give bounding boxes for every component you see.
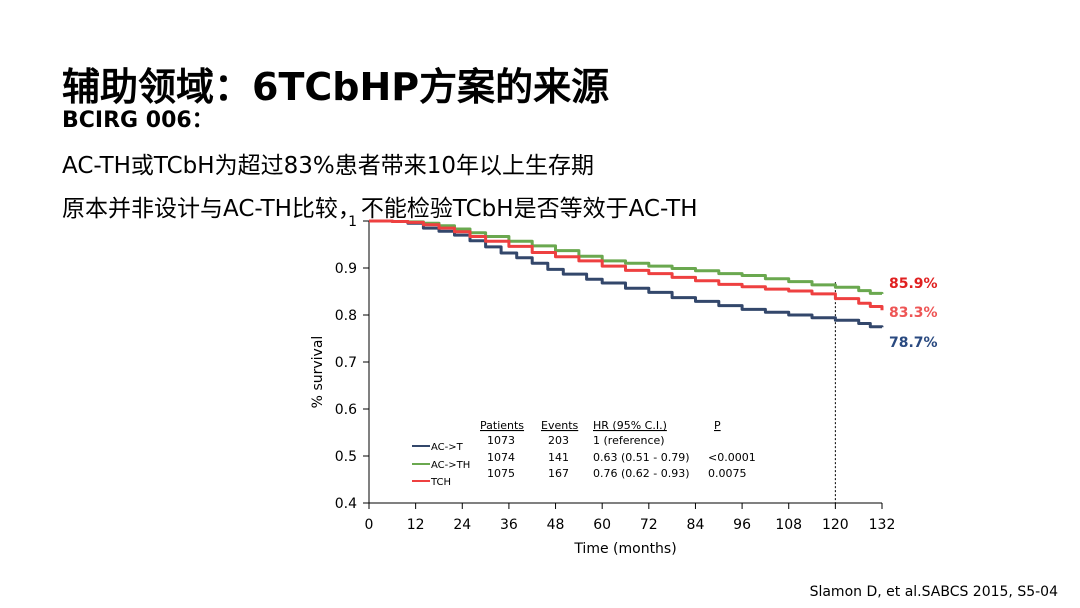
table-cell: 1075	[487, 467, 515, 480]
y-tick-label: 0.5	[335, 449, 357, 465]
series-line-tch	[369, 219, 884, 311]
legend-label: AC->TH	[431, 460, 470, 471]
legend-label: AC->T	[431, 442, 464, 453]
x-tick-label: 96	[733, 517, 751, 533]
table-cell: 1 (reference)	[593, 434, 665, 447]
table-header: HR (95% C.I.)	[593, 419, 667, 432]
table-cell: 1074	[487, 451, 515, 464]
table-header: Events	[541, 419, 579, 432]
end-label-act: 78.7%	[889, 335, 938, 351]
x-tick-label: 108	[775, 517, 802, 533]
end-label-acth: 85.9%	[889, 276, 938, 292]
bullet-2: 原本并非设计与AC-TH比较，不能检验TCbH是否等效于AC-TH	[62, 196, 698, 222]
y-tick-label: 0.8	[335, 308, 357, 324]
x-tick-label: 132	[869, 517, 896, 533]
table-cell: 167	[548, 467, 569, 480]
bullet-1: AC-TH或TCbH为超过83%患者带来10年以上生存期	[62, 153, 594, 179]
x-tick-label: 84	[687, 517, 705, 533]
citation: Slamon D, et al.SABCS 2015, S5-04	[809, 584, 1058, 600]
x-tick-label: 120	[822, 517, 849, 533]
series-line-acth	[369, 219, 884, 295]
table-header: P	[714, 419, 721, 432]
y-axis-label: % survival	[310, 336, 326, 409]
table-cell: 141	[548, 451, 569, 464]
x-tick-label: 36	[500, 517, 518, 533]
table-cell: 0.63 (0.51 - 0.79)	[593, 451, 690, 464]
x-tick-label: 24	[453, 517, 471, 533]
table-cell: 0.0075	[708, 467, 747, 480]
slide-title: 辅助领域：6TCbHP方案的来源	[62, 65, 610, 109]
slide-subtitle: BCIRG 006：	[62, 108, 214, 133]
table-cell: <0.0001	[708, 451, 756, 464]
y-tick-label: 0.7	[335, 355, 357, 371]
table-cell: 0.76 (0.62 - 0.93)	[593, 467, 690, 480]
end-label-tch: 83.3%	[889, 305, 938, 321]
y-tick-label: 0.4	[335, 496, 357, 512]
x-tick-label: 12	[407, 517, 425, 533]
x-tick-label: 48	[547, 517, 565, 533]
x-axis-label: Time (months)	[573, 541, 676, 557]
table-header: Patients	[480, 419, 524, 432]
x-tick-label: 0	[365, 517, 374, 533]
legend-label: TCH	[430, 477, 451, 488]
x-tick-label: 60	[593, 517, 611, 533]
table-cell: 1073	[487, 434, 515, 447]
y-tick-label: 1	[348, 214, 357, 230]
table-cell: 203	[548, 434, 569, 447]
x-tick-label: 72	[640, 517, 658, 533]
y-tick-label: 0.9	[335, 261, 357, 277]
series-line-act	[369, 219, 884, 329]
y-tick-label: 0.6	[335, 402, 357, 418]
